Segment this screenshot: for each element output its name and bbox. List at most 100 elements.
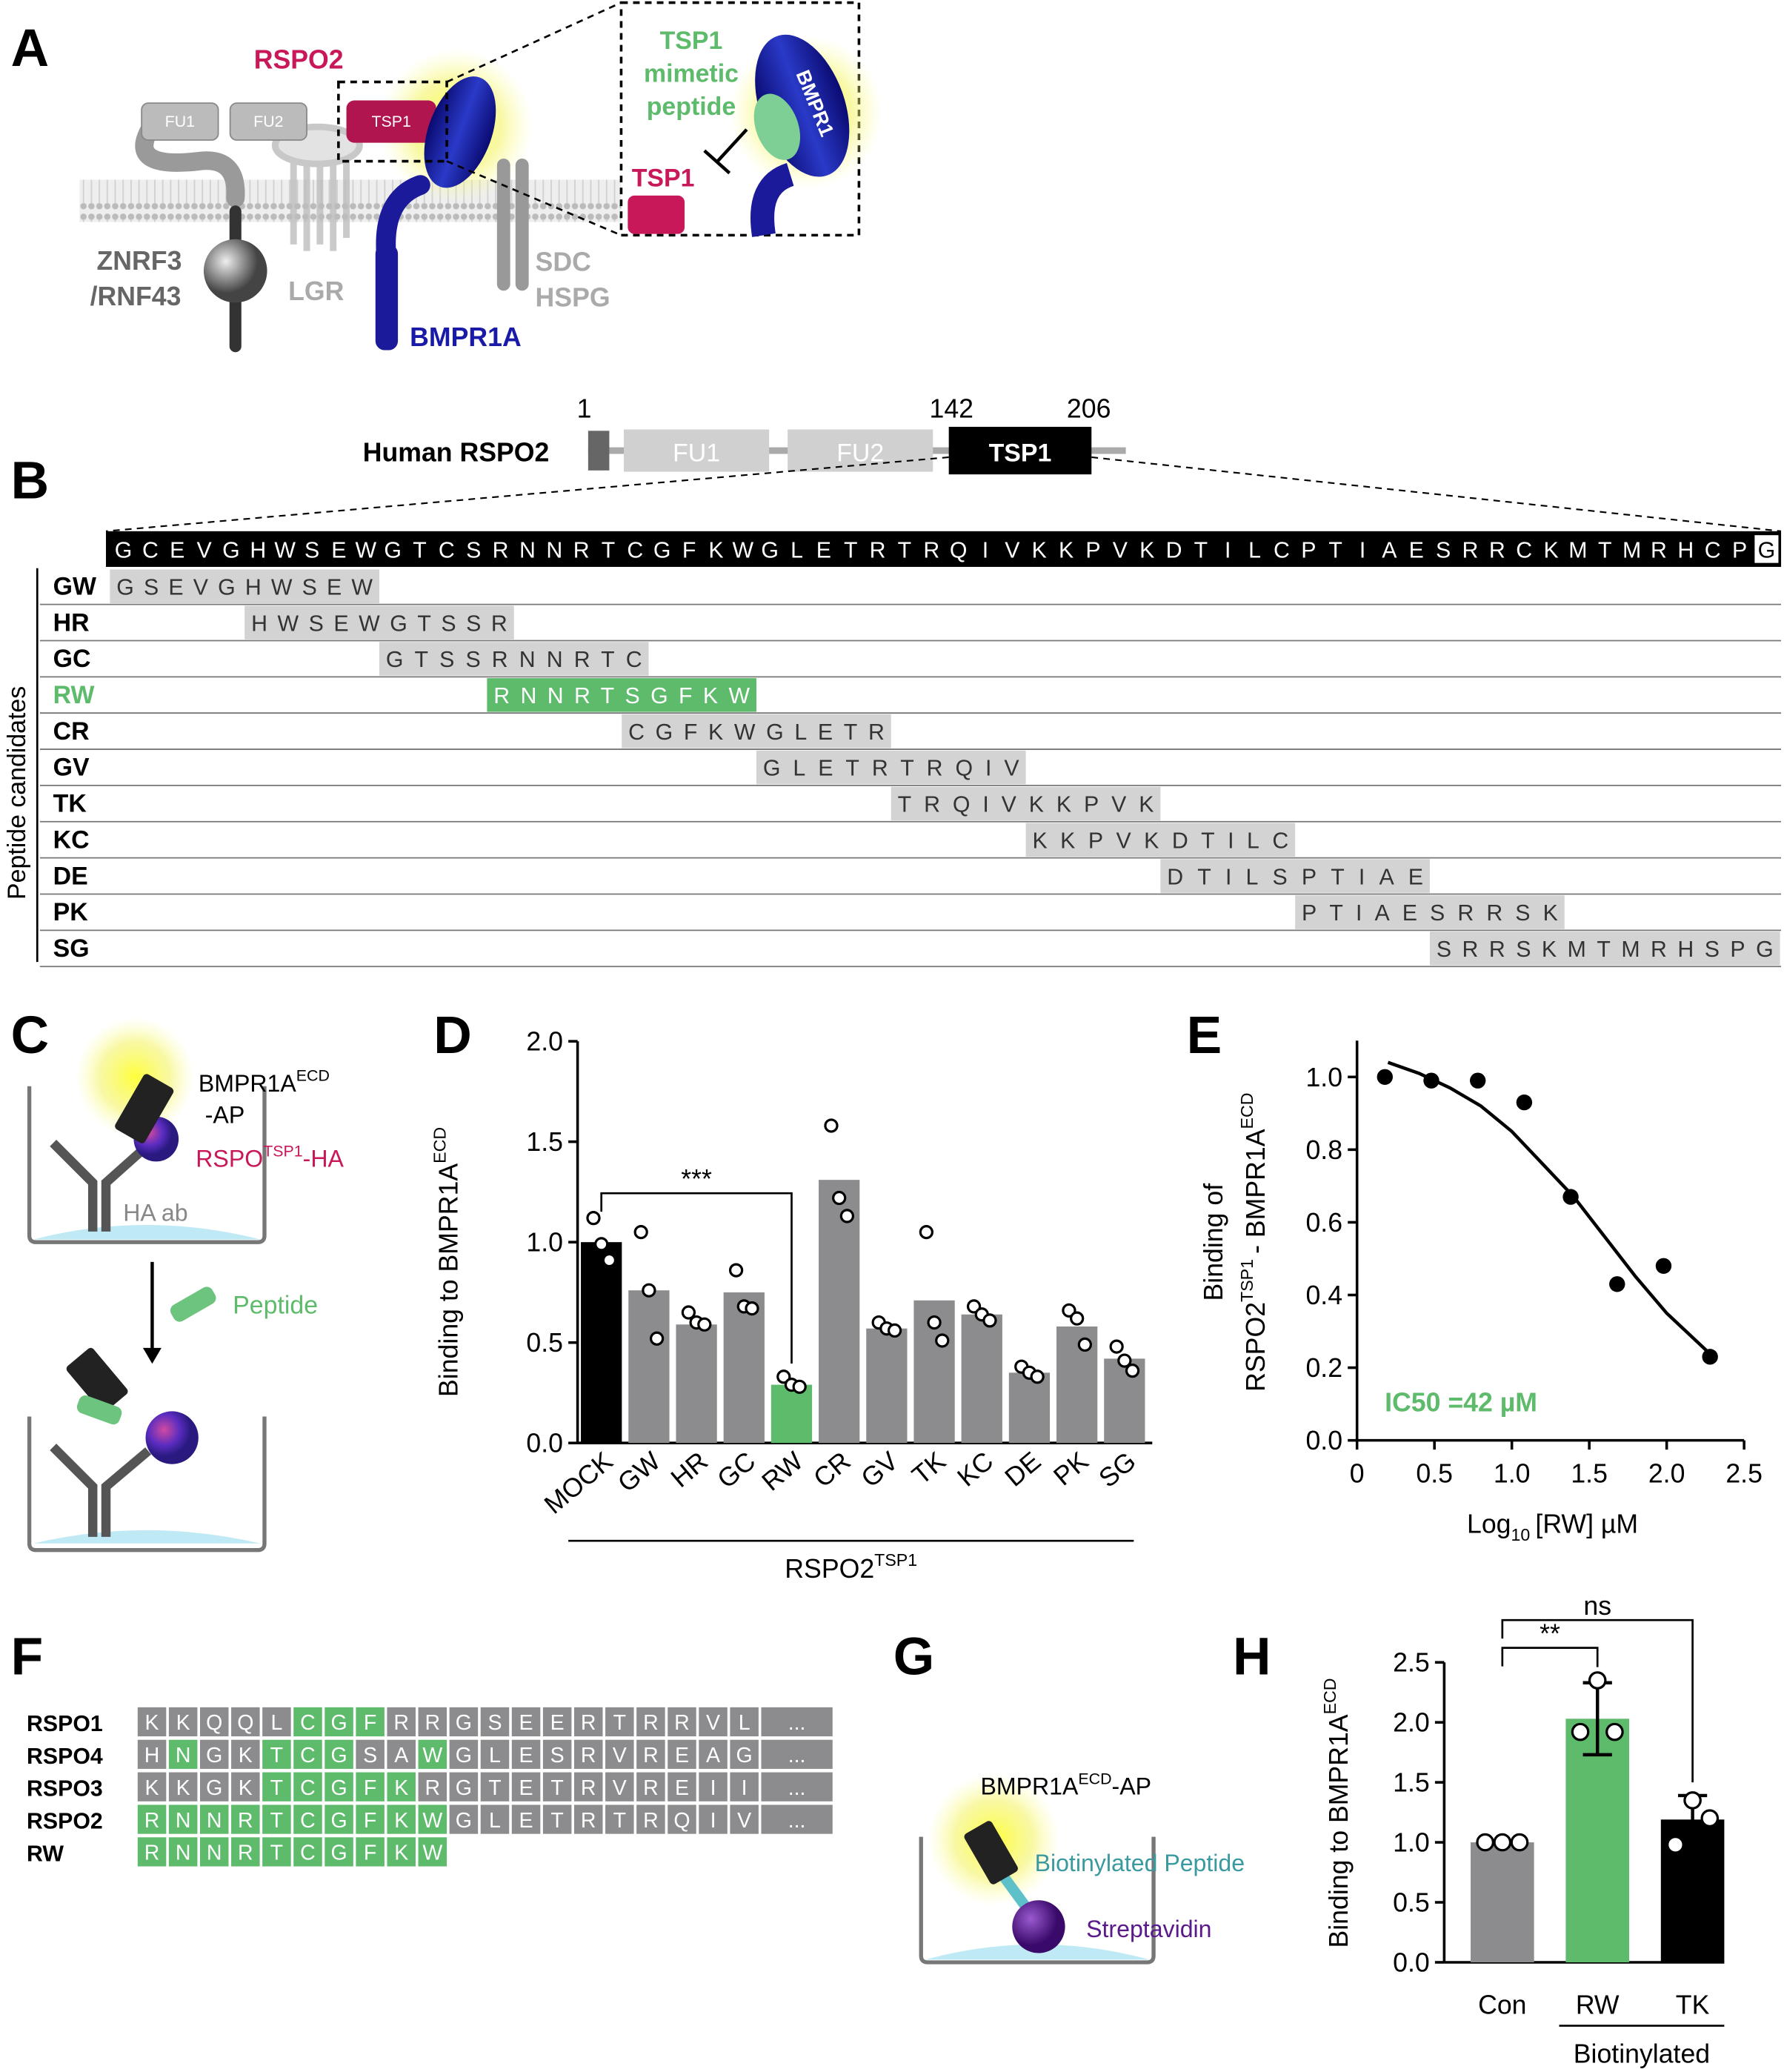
residue: R [144,1842,160,1865]
label-part: Binding to BMPR1A [433,1163,463,1397]
data-point [982,1313,997,1328]
cell [542,1707,572,1737]
data-point [1588,1671,1607,1690]
data-point [792,1379,807,1394]
residue: K [145,1711,159,1735]
residue: N [519,538,536,562]
residue: V [706,1711,720,1735]
cell [387,1707,416,1737]
residue: F [364,1711,376,1735]
residue: R [493,538,509,562]
y-tick-label: 2.5 [1393,1648,1430,1678]
residue: R [923,538,939,562]
position: 142 [929,394,973,423]
residue: G [330,1776,347,1800]
axis-label: Log10 [RW] µM [1467,1509,1638,1544]
residue: S [466,538,481,562]
cell [699,1772,728,1802]
residue: N [176,1744,191,1767]
residue: K [239,1776,253,1800]
label: TSP1 [371,113,410,130]
panel-b: 1 142 206 Human RSPO2 FU1 FU2 TSP1 Pepti… [3,394,1782,963]
cell [730,1707,759,1737]
residue: M [1622,538,1641,562]
bmpr1a-stalk [375,244,399,351]
residue: R [643,1809,659,1833]
cell [293,1707,322,1737]
label-sub: 10 [1511,1525,1531,1544]
cell [480,1739,510,1769]
cell [761,1772,833,1802]
residue: R [1651,538,1667,562]
well [27,1416,267,1553]
residue: L [739,1711,750,1735]
x-tick-label: GV [856,1446,904,1493]
bar [961,1314,1002,1444]
residue: L [489,1744,501,1767]
residue: S [1436,538,1451,562]
residue: P [1301,538,1316,562]
cell [262,1772,291,1802]
cell [511,1772,541,1802]
label-sup: TSP1 [874,1550,917,1570]
residue: W [422,1744,442,1767]
cell [449,1772,479,1802]
peptide [170,1286,216,1322]
residue: G [206,1776,222,1800]
residue: F [682,538,696,562]
cell [262,1804,291,1834]
label: Biotinylated Peptide [1035,1850,1245,1876]
cell [605,1772,634,1802]
y-tick-label: 0.5 [1393,1888,1430,1918]
inhibition [703,128,748,175]
residue: L [1248,538,1261,562]
residue: I [1225,538,1231,562]
row-name: RSPO3 [27,1777,103,1802]
residue: F [364,1809,376,1833]
cell [262,1739,291,1769]
antibody [50,1140,147,1232]
cell [231,1739,260,1769]
cell [511,1804,541,1834]
label: BMPR1AECD-AP [980,1770,1151,1799]
peptide-name: KC [53,826,90,854]
cell [730,1804,759,1834]
data-point [1476,1833,1494,1852]
residue: C [300,1809,316,1833]
axis-label: Biotinylated [1574,2039,1710,2069]
residue: L [270,1711,282,1735]
peptide-box [379,642,649,676]
residue: H [250,538,266,562]
residue: K [1543,538,1558,562]
y-tick-label: 1.0 [1305,1063,1342,1092]
peptide-box [1295,895,1565,929]
label: -AP [205,1102,244,1129]
sdc [496,158,529,291]
cell [387,1837,416,1867]
residue: W [355,538,376,562]
residue: T [1194,538,1208,562]
data-point [1605,1722,1624,1741]
label-part: - BMPR1A [1241,1129,1271,1254]
residue: C [300,1776,316,1800]
label-part: Log [1467,1509,1511,1538]
residue: S [304,538,319,562]
residue: G [761,538,779,562]
residue: C [300,1744,316,1767]
cell [231,1707,260,1737]
cell [387,1804,416,1834]
x-tick-label: RW [756,1446,809,1497]
residue: R [144,1809,160,1833]
y-tick-label: 0.6 [1305,1208,1342,1238]
residue: C [1705,538,1721,562]
residue: C [142,538,159,562]
axis-label: Binding of [1199,1183,1228,1301]
residue: K [239,1744,253,1767]
residue: R [643,1744,659,1767]
cell [168,1804,198,1834]
peptide-box [110,569,379,604]
data-point [1493,1833,1512,1852]
bar [676,1324,717,1444]
data-point [1571,1722,1590,1741]
peptide-name: HR [53,608,90,637]
